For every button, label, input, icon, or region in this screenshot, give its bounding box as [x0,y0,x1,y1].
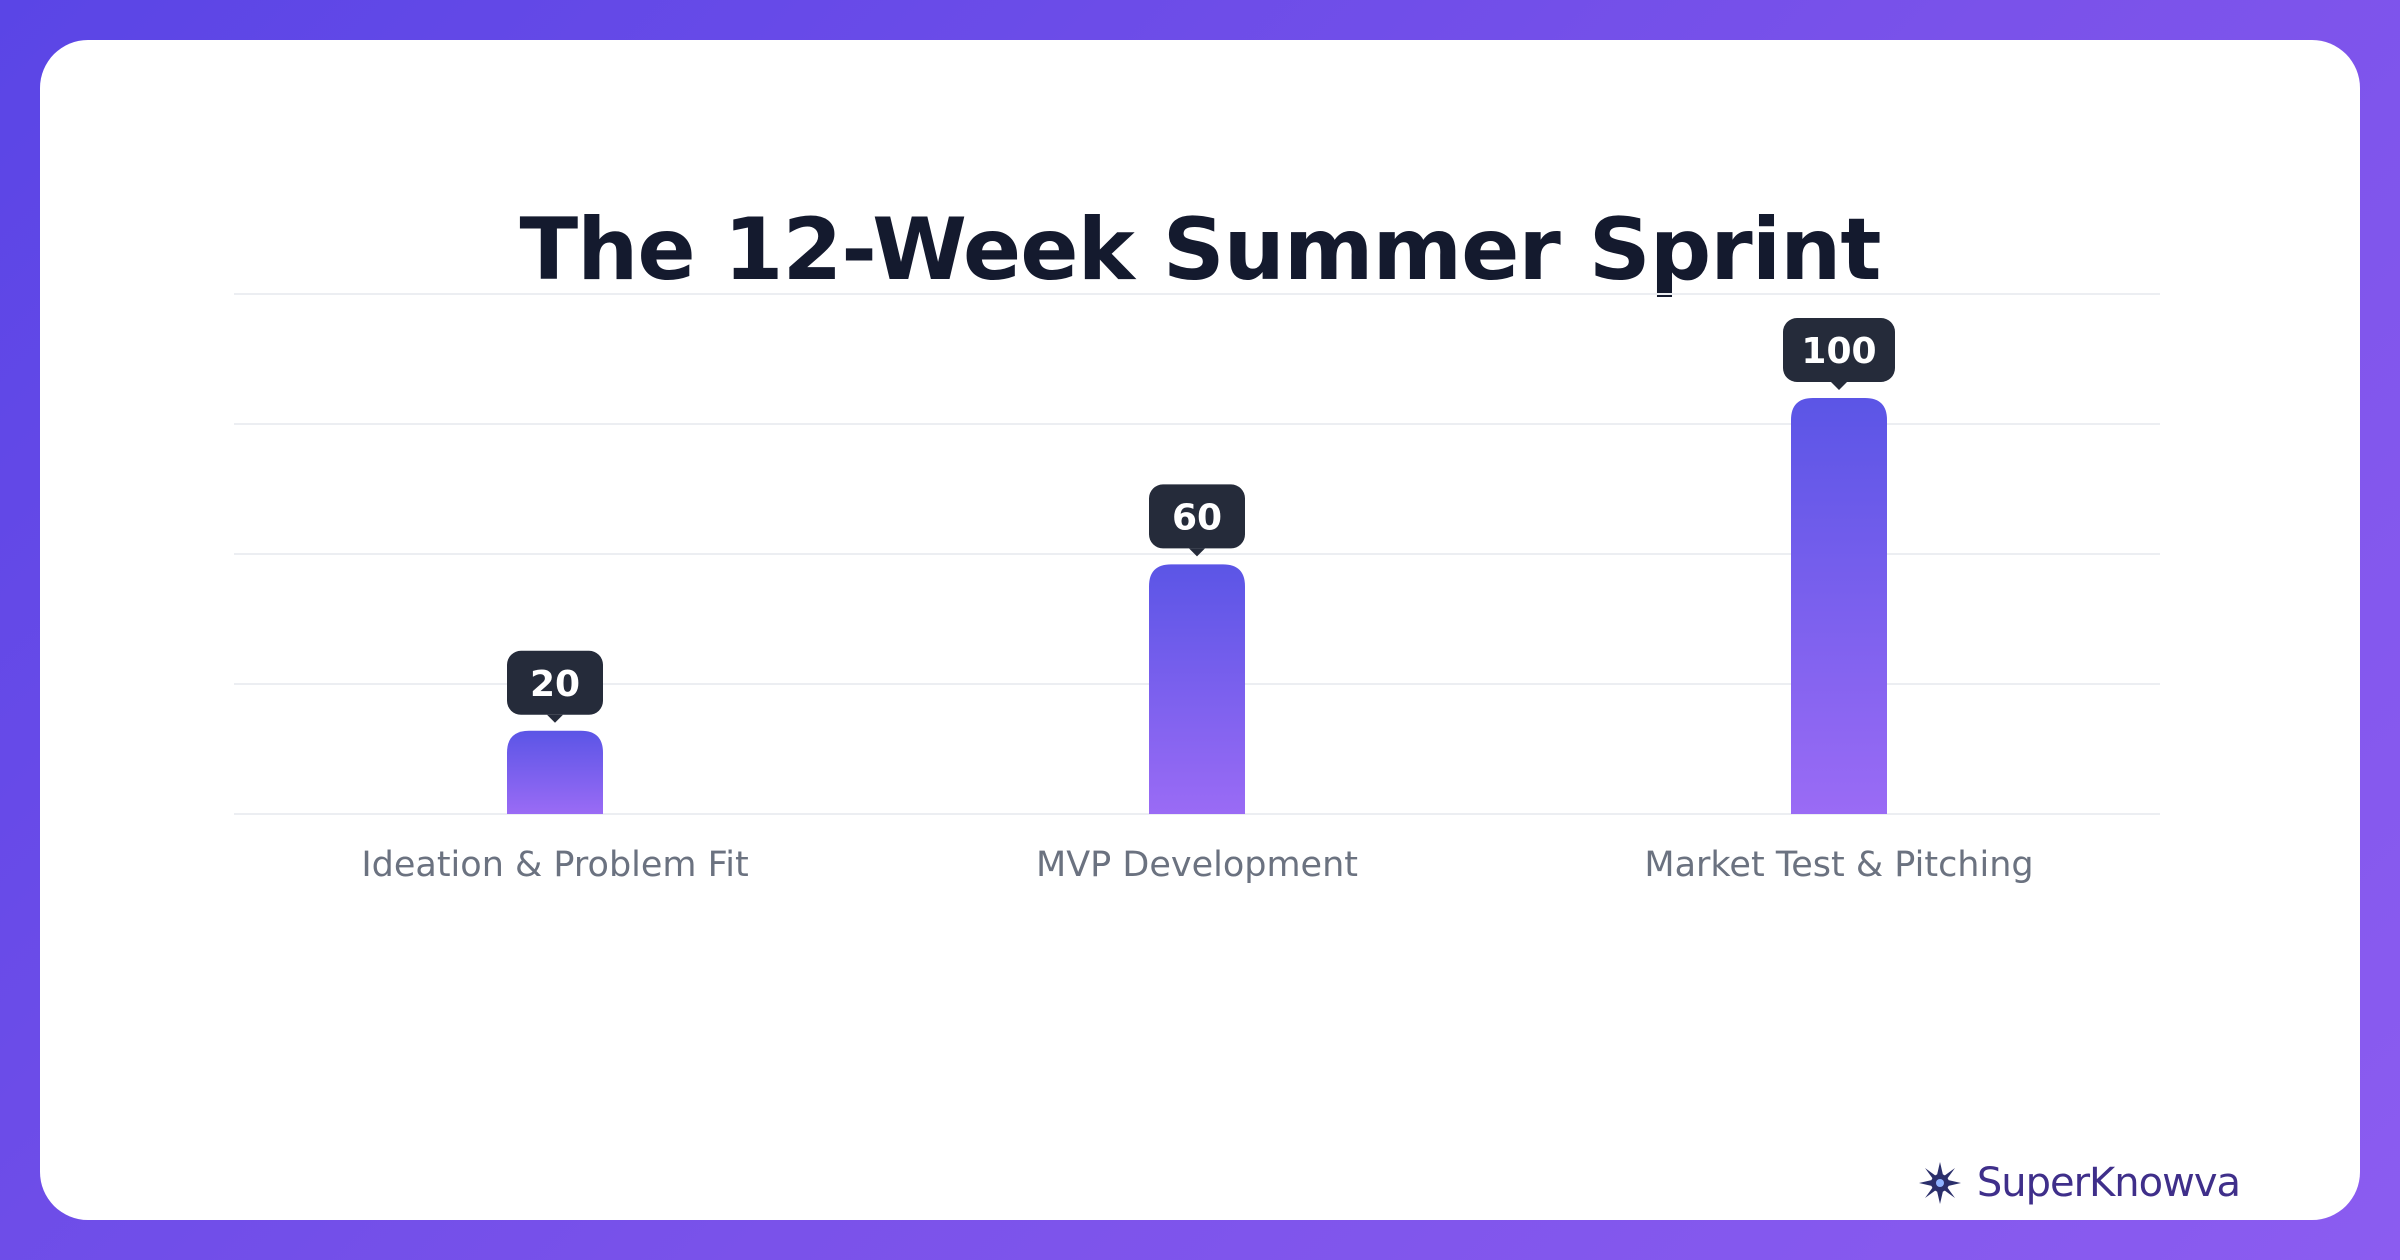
value-label-pointer [1189,548,1205,557]
chart-card: The 12-Week Summer Sprint 20 60 100 Ideati… [40,40,2360,1220]
value-label-2: 60 [1149,484,1245,557]
starburst-icon [1918,1162,1961,1204]
bar-chart: 20 60 100 Ideation & Problem Fit MVP Develo… [234,293,2160,885]
value-label-text: 20 [530,664,580,705]
chart-title: The 12-Week Summer Sprint [519,200,1881,300]
category-label-2: MVP Development [1036,845,1358,885]
brand-name: SuperKnowva [1976,1160,2241,1206]
value-label-bg [1783,318,1895,382]
value-label-bg [507,650,603,715]
category-label-1: Ideation & Problem Fit [361,845,748,885]
value-label-1: 20 [507,650,603,723]
bar-3 [1791,398,1887,814]
value-label-text: 100 [1801,331,1876,372]
category-label-3: Market Test & Pitching [1644,845,2033,885]
value-label-pointer [547,714,563,723]
brand: SuperKnowva [1917,1160,2241,1206]
bar-1 [507,730,603,814]
value-label-text: 60 [1172,497,1222,538]
value-label-3: 100 [1783,318,1895,390]
bar-2 [1149,564,1245,814]
value-label-pointer [1831,382,1847,390]
value-label-bg [1149,484,1245,549]
